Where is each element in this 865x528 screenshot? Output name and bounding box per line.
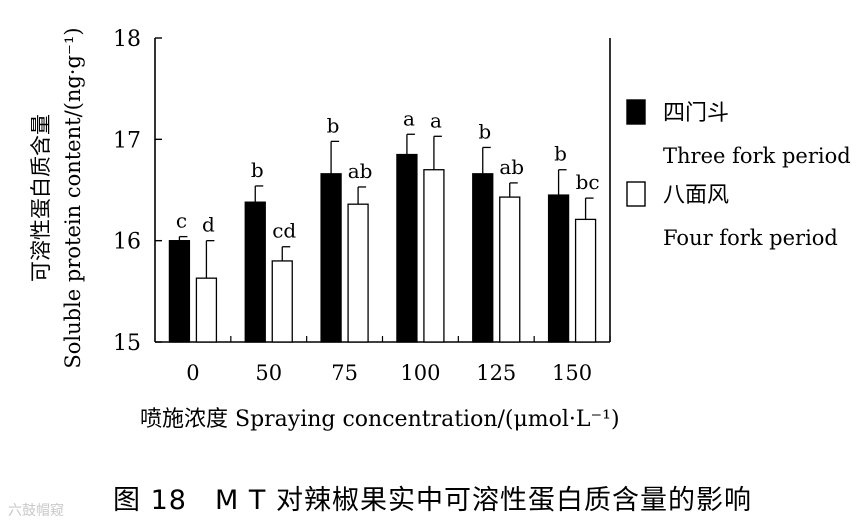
legend-label-cn: 八面风 <box>663 183 729 208</box>
significance-letter: d <box>202 213 215 237</box>
significance-letter: cd <box>272 219 296 243</box>
watermark: 六鼓帽窥 <box>8 503 64 519</box>
bar-three-fork <box>168 240 191 343</box>
bar-four-fork <box>574 218 597 343</box>
bar-four-fork <box>499 196 521 343</box>
significance-letter: b <box>251 158 264 182</box>
bar-three-fork <box>244 201 266 343</box>
significance-letter: b <box>478 119 491 143</box>
x-axis-label: 喷施浓度 Spraying concentration/(μmol·L⁻¹) <box>140 407 620 432</box>
significance-letter: c <box>176 209 187 233</box>
bar-three-fork <box>396 153 418 343</box>
x-tick-label: 0 <box>186 361 199 385</box>
x-tick-label: 150 <box>552 361 592 385</box>
significance-letter: b <box>554 142 567 166</box>
significance-letter: a <box>403 106 415 130</box>
y-tick-label: 16 <box>113 230 141 255</box>
bar-three-fork <box>472 173 494 343</box>
figure-caption: 图 18 M T 对辣椒果实中可溶性蛋白质含量的影响 <box>113 485 752 516</box>
y-tick-label: 17 <box>113 128 141 153</box>
significance-letter: b <box>327 113 340 137</box>
legend-swatch-four-fork <box>626 181 646 207</box>
significance-letter: a <box>430 108 442 132</box>
x-tick-label: 75 <box>331 361 358 385</box>
x-tick-label: 125 <box>476 361 516 385</box>
bar-four-fork <box>347 203 369 343</box>
legend-label: Three fork period <box>663 144 851 168</box>
legend-label: Four fork period <box>663 226 838 250</box>
y-axis-label: Soluble protein content/(ng·g⁻¹) <box>61 27 85 368</box>
significance-letter: ab <box>499 155 524 179</box>
bar-four-fork <box>271 260 293 343</box>
bar-four-fork <box>195 277 218 343</box>
y-tick-label: 15 <box>113 331 141 356</box>
x-tick-label: 50 <box>255 361 282 385</box>
significance-letter: bc <box>576 170 600 194</box>
x-tick-label: 100 <box>400 361 440 385</box>
bar-three-fork <box>320 173 342 343</box>
y-tick-label: 18 <box>113 27 141 52</box>
bar-four-fork <box>423 169 445 343</box>
bar-three-fork <box>547 194 570 343</box>
significance-letter: ab <box>348 159 373 183</box>
y-axis-label-cn: 可溶性蛋白质含量 <box>29 114 53 282</box>
legend-swatch-three-fork <box>626 99 646 125</box>
legend-label-cn: 四门斗 <box>663 101 729 126</box>
